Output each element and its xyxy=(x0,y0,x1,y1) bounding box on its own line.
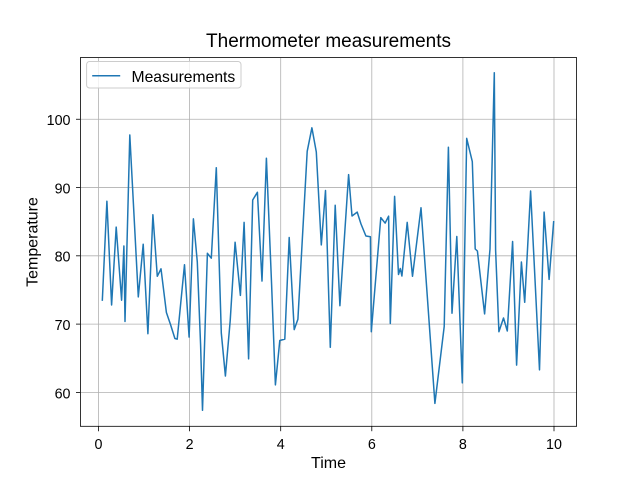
svg-text:0: 0 xyxy=(95,437,103,453)
svg-text:Time: Time xyxy=(311,455,346,472)
svg-text:60: 60 xyxy=(55,386,71,402)
svg-text:4: 4 xyxy=(277,437,285,453)
svg-text:100: 100 xyxy=(47,113,71,129)
svg-text:70: 70 xyxy=(55,318,71,334)
svg-text:Measurements: Measurements xyxy=(132,69,236,86)
svg-text:10: 10 xyxy=(546,437,562,453)
svg-text:2: 2 xyxy=(186,437,194,453)
svg-text:Temperature: Temperature xyxy=(25,197,42,287)
svg-text:80: 80 xyxy=(55,250,71,266)
svg-text:6: 6 xyxy=(368,437,376,453)
svg-text:Thermometer measurements: Thermometer measurements xyxy=(206,31,451,52)
svg-text:8: 8 xyxy=(459,437,467,453)
svg-text:90: 90 xyxy=(55,181,71,197)
